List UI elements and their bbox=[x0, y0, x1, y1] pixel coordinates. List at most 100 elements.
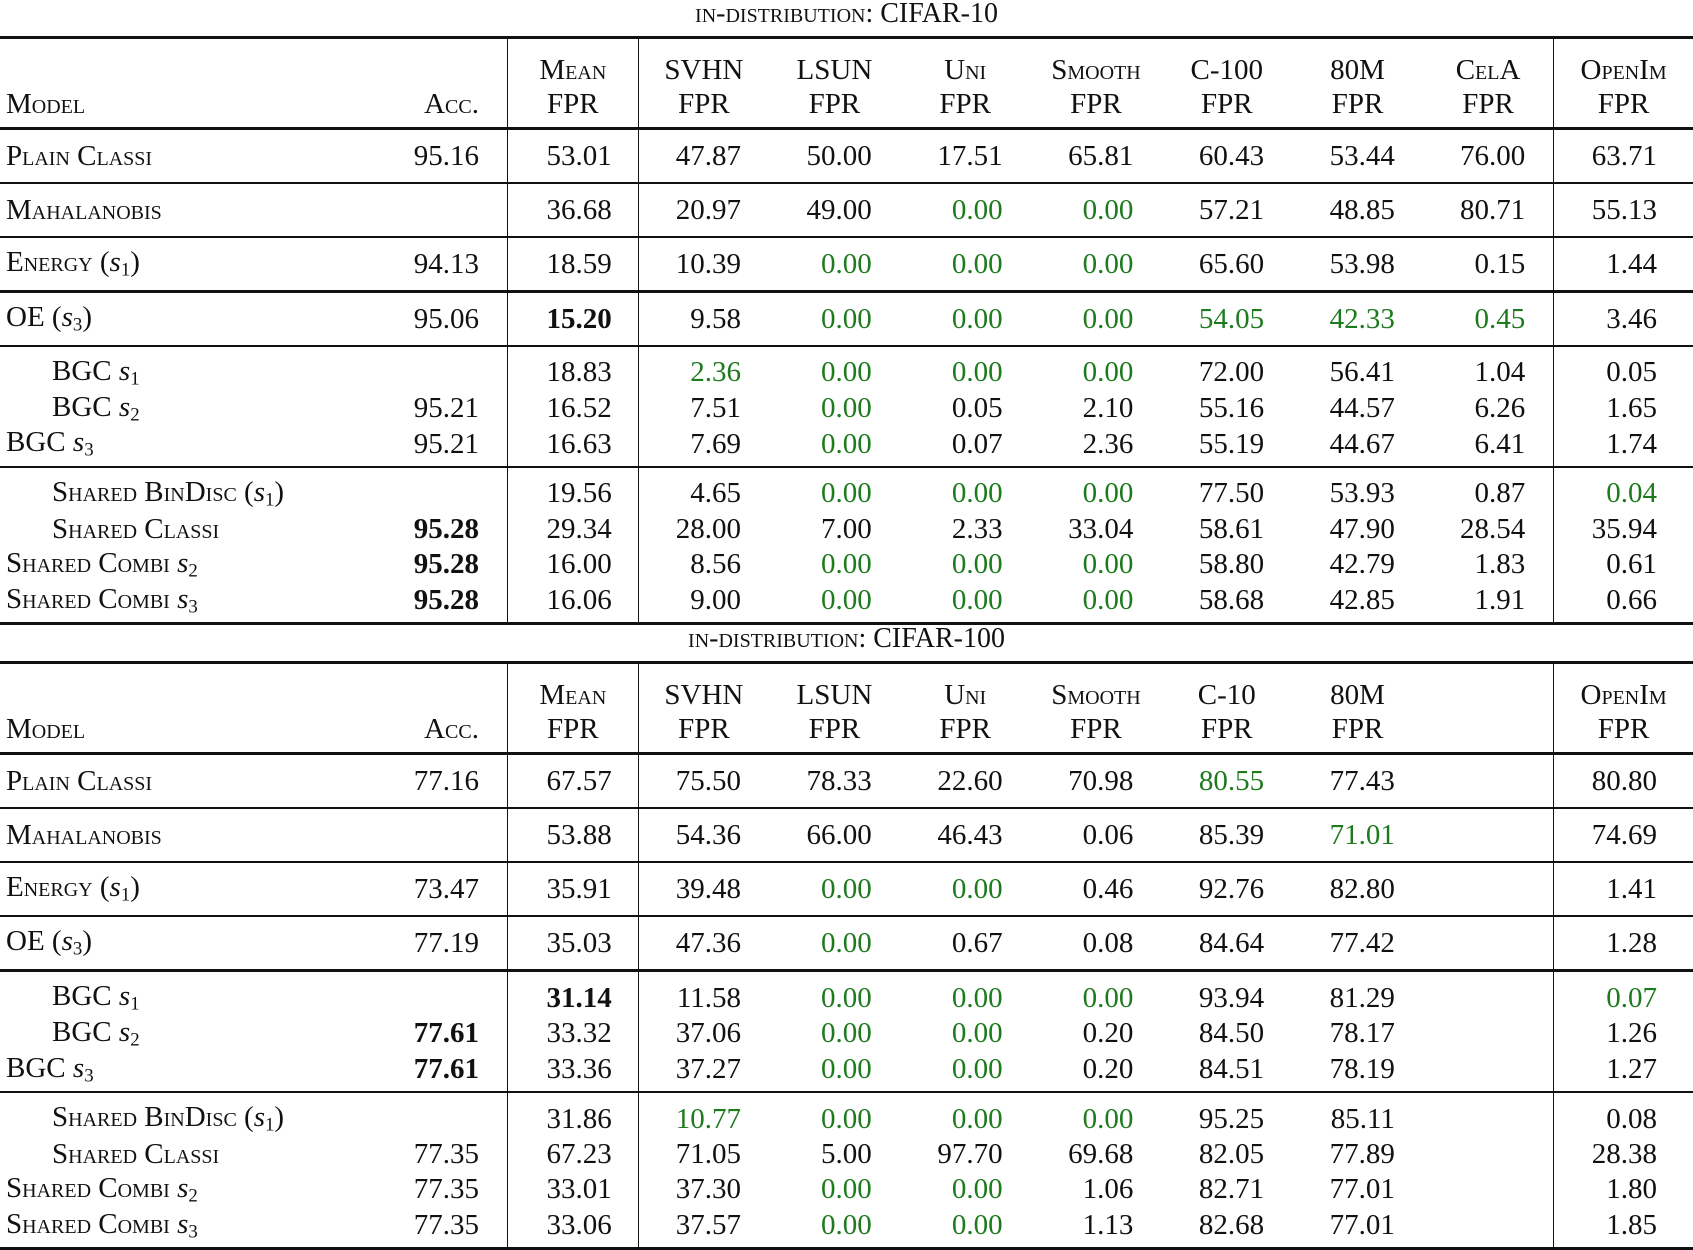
fpr-cell: 0.08 bbox=[1553, 1091, 1693, 1138]
model-name-cell: Shared Classi bbox=[0, 512, 408, 547]
table-row: Shared Combi s3 95.28 16.06 9.00 0.00 0.00 0.0… bbox=[0, 582, 1693, 626]
fpr-cell: 10.39 bbox=[638, 236, 770, 292]
model-name: Shared Classi bbox=[52, 512, 220, 545]
fpr-cell: 18.83 bbox=[507, 345, 639, 391]
fpr-cell: 35.03 bbox=[507, 915, 639, 971]
header-col-bottom bbox=[1423, 712, 1553, 746]
fpr-cell: 0.66 bbox=[1553, 582, 1693, 626]
fpr-cell: 71.01 bbox=[1292, 807, 1423, 863]
header-col: Smooth FPR bbox=[1030, 36, 1162, 129]
fpr-cell: 1.80 bbox=[1553, 1172, 1693, 1208]
table-row: BGC s1 18.83 2.36 0.00 0.00 0.00 72.00 56.41 1.0… bbox=[0, 345, 1693, 391]
model-name-cell: BGC s1 bbox=[0, 969, 409, 1016]
fpr-cell: 0.00 bbox=[899, 1207, 1031, 1250]
fpr-cell: 85.11 bbox=[1292, 1091, 1423, 1138]
score-subscript: s2 bbox=[118, 1015, 140, 1051]
fpr-cell: 0.00 bbox=[899, 290, 1031, 346]
fpr-cell: 0.00 bbox=[951, 548, 1003, 581]
fpr-cell: 80.80 bbox=[1553, 752, 1693, 809]
header-col: Uni FPR bbox=[899, 36, 1031, 129]
acc-cell bbox=[408, 1091, 508, 1138]
fpr-cell: 0.00 bbox=[899, 582, 1031, 626]
model-name-cell: Plain Classi bbox=[0, 752, 409, 809]
model-name: BGC bbox=[52, 390, 112, 423]
fpr-cell: 3.46 bbox=[1553, 290, 1693, 346]
fpr-cell: 54.36 bbox=[638, 807, 770, 863]
fpr-cell: 78.17 bbox=[1329, 1017, 1395, 1050]
fpr-cell: 0.45 bbox=[1422, 290, 1554, 346]
model-name-cell: Mahalanobis bbox=[0, 807, 409, 863]
fpr-cell: 44.67 bbox=[1329, 427, 1395, 460]
model-name: Shared Classi bbox=[52, 1138, 220, 1171]
table-row: Plain Classi 77.16 67.57 75.50 78.33 22.60 70.… bbox=[0, 752, 1693, 809]
fpr-cell: 71.05 bbox=[675, 1138, 742, 1171]
fpr-cell: 74.69 bbox=[1553, 807, 1693, 863]
header-col-top: OpenIm bbox=[1580, 54, 1667, 86]
header-col: CelA FPR bbox=[1422, 36, 1554, 129]
header-col: C-10 FPR bbox=[1161, 661, 1293, 754]
fpr-cell: 11.58 bbox=[638, 969, 770, 1016]
fpr-cell: 49.00 bbox=[769, 182, 900, 237]
header-col-top: 80M bbox=[1330, 679, 1385, 712]
fpr-cell: 63.71 bbox=[1553, 127, 1693, 183]
header-col-bottom: FPR bbox=[1597, 88, 1650, 120]
fpr-cell: 29.34 bbox=[507, 511, 639, 547]
fpr-cell: 0.00 bbox=[1082, 548, 1134, 581]
model-name-cell: BGC s3 bbox=[0, 426, 408, 467]
fpr-cell: 1.85 bbox=[1553, 1207, 1693, 1250]
score-subscript: (s3) bbox=[44, 925, 92, 961]
fpr-cell: 33.36 bbox=[507, 1051, 639, 1093]
fpr-cell: 0.07 bbox=[951, 427, 1003, 460]
fpr-cell: 72.00 bbox=[1161, 345, 1293, 391]
fpr-cell: 1.04 bbox=[1422, 345, 1554, 391]
header-col-top: CelA bbox=[1455, 54, 1521, 86]
fpr-cell: 82.80 bbox=[1292, 861, 1423, 917]
fpr-cell: 37.30 bbox=[675, 1173, 742, 1206]
fpr-cell: 18.59 bbox=[507, 236, 639, 292]
header-col-bottom: FPR bbox=[1331, 713, 1384, 746]
fpr-cell: 76.00 bbox=[1422, 127, 1554, 183]
model-name-cell: BGC s2 bbox=[0, 391, 408, 427]
fpr-cell: 42.85 bbox=[1292, 582, 1423, 626]
model-name-cell: BGC s3 bbox=[0, 1052, 408, 1093]
fpr-cell: 22.60 bbox=[899, 752, 1031, 809]
acc-cell: 77.61 bbox=[408, 1015, 508, 1052]
fpr-cell: 1.91 bbox=[1422, 582, 1554, 626]
fpr-cell: 0.00 bbox=[769, 236, 900, 292]
model-name: Energy bbox=[6, 871, 93, 904]
fpr-cell: 0.00 bbox=[821, 1017, 872, 1050]
table-caption: in-distribution: CIFAR-10 bbox=[0, 0, 1693, 36]
header-col: SVHN FPR bbox=[638, 661, 770, 754]
fpr-cell: 65.60 bbox=[1161, 236, 1293, 292]
fpr-cell: 35.91 bbox=[507, 861, 639, 917]
acc-cell: 95.06 bbox=[408, 290, 508, 346]
fpr-cell: 16.00 bbox=[507, 546, 639, 583]
fpr-cell: 0.00 bbox=[1030, 1091, 1162, 1138]
header-col-top bbox=[1423, 678, 1553, 712]
fpr-cell: 7.69 bbox=[690, 427, 742, 460]
header-col-top: C-100 bbox=[1190, 54, 1264, 86]
fpr-cell: 0.00 bbox=[769, 1091, 900, 1138]
model-name: Plain Classi bbox=[6, 764, 153, 797]
header-col-bottom: FPR bbox=[808, 713, 861, 746]
fpr-cell: 5.00 bbox=[821, 1138, 872, 1171]
model-name-cell: Shared Combi s3 bbox=[0, 582, 409, 626]
fpr-cell: 0.00 bbox=[769, 290, 900, 346]
score-subscript: (s1) bbox=[92, 871, 140, 907]
fpr-cell: 0.00 bbox=[821, 548, 872, 581]
table-row: Energy (s1) 73.47 35.91 39.48 0.00 0.00 0.46 92… bbox=[0, 861, 1693, 917]
fpr-cell: 7.51 bbox=[690, 392, 742, 425]
fpr-cell: 53.01 bbox=[507, 127, 639, 183]
fpr-cell: 0.00 bbox=[1030, 582, 1162, 626]
model-name-cell: Shared BinDisc (s1) bbox=[0, 1091, 409, 1138]
fpr-cell: 80.71 bbox=[1422, 182, 1554, 237]
table-row: OE (s3) 77.19 35.03 47.36 0.00 0.67 0.08 84.64 7… bbox=[0, 915, 1693, 971]
header-col-bottom: FPR bbox=[1200, 88, 1253, 120]
fpr-cell bbox=[1422, 752, 1554, 809]
fpr-cell: 39.48 bbox=[638, 861, 770, 917]
score-subscript: s2 bbox=[118, 390, 140, 426]
fpr-cell: 0.00 bbox=[1030, 236, 1162, 292]
header-col-bottom: FPR bbox=[547, 713, 599, 746]
acc-cell: 77.35 bbox=[408, 1137, 508, 1173]
fpr-cell: 84.64 bbox=[1161, 915, 1293, 971]
